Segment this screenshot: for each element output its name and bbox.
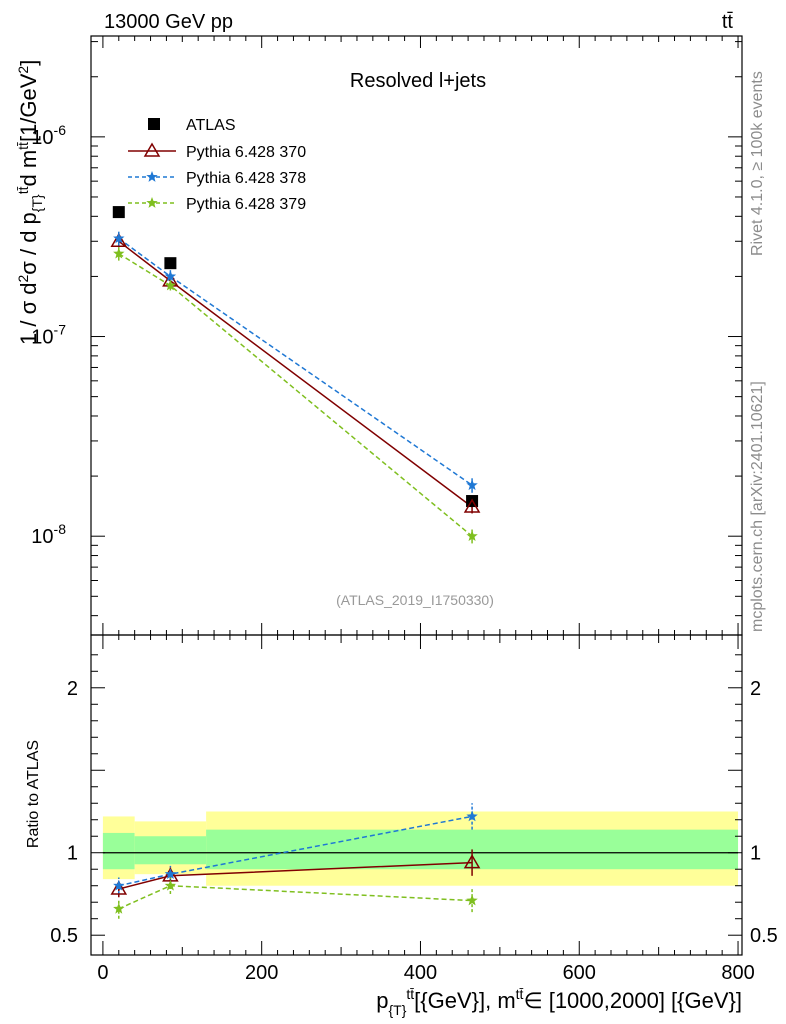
- ratio-y-tick-label-right: 1: [750, 843, 761, 865]
- ratio-point-pythia_379: [164, 879, 177, 891]
- ratio-point-pythia_378: [164, 868, 177, 879]
- ratio-line-pythia_379: [118, 884, 473, 910]
- ratio-point-pythia_370: [110, 880, 128, 895]
- ratio-point-pythia_378: [466, 810, 478, 822]
- main-point-data: [112, 206, 125, 219]
- main-line-pythia_379: [118, 253, 473, 537]
- ratio-point-pythia_370: [463, 854, 481, 869]
- main-point-pythia_378: [164, 270, 177, 282]
- rivet-version-label: Rivet 4.1.0, ≥ 100k events: [749, 71, 766, 256]
- main-y-axis-title: 1 / σ d2σ / d p{T}tt̄d mtt̄[1/GeV2]: [15, 60, 45, 345]
- main-point-pythia_378: [113, 232, 125, 244]
- main-point-pythia_379: [113, 247, 125, 259]
- ratio-y-tick-label-right: 2: [750, 678, 761, 700]
- legend-marker-pythia-378: [146, 171, 158, 182]
- ratio-plot-frame: [90, 634, 743, 956]
- main-point-pythia_370: [110, 232, 128, 248]
- x-tick-label: 400: [404, 962, 437, 984]
- legend-marker-pythia-370: [143, 142, 161, 157]
- energy-label: 13000 GeV pp: [104, 11, 233, 33]
- legend: ATLAS Pythia 6.428 370 Pythia 6.428 378 …: [128, 117, 306, 213]
- main-point-pythia_379: [466, 530, 478, 541]
- x-tick-label: 800: [721, 962, 754, 984]
- x-tick-label: 0: [97, 962, 108, 984]
- ratio-y-tick-label-right: 0.5: [750, 925, 778, 947]
- legend-label-pythia-370: Pythia 6.428 370: [186, 144, 306, 161]
- ratio-y-axis-title: Ratio to ATLAS: [25, 740, 42, 848]
- ratio-band-inner: [102, 832, 135, 870]
- legend-label-pythia-378: Pythia 6.428 378: [186, 170, 306, 187]
- main-point-pythia_370: [463, 498, 481, 513]
- main-point-pythia_379: [164, 279, 177, 291]
- main-panel: 10-8 10-7 10-6: [31, 35, 743, 636]
- legend-marker-pythia-379: [146, 197, 158, 208]
- process-label: tt̄: [722, 11, 734, 33]
- main-line-pythia_370: [118, 240, 473, 508]
- ratio-point-pythia_379: [113, 902, 125, 914]
- x-tick-label: 600: [563, 962, 596, 984]
- main-y-tick-label: 10-8: [31, 521, 66, 548]
- legend-marker-atlas: [148, 118, 160, 130]
- main-point-data: [164, 257, 177, 270]
- ratio-point-pythia_378: [113, 879, 125, 891]
- ratio-band-inner: [134, 836, 207, 865]
- legend-label-atlas: ATLAS: [186, 117, 236, 134]
- x-tick-label: 200: [245, 962, 278, 984]
- analysis-id: (ATLAS_2019_I1750330): [336, 592, 494, 608]
- x-axis-title: p{T}tt̄[{GeV}], mtt̄∈ [1000,2000] [{GeV}…: [376, 986, 742, 1018]
- ratio-y-tick-label-left: 1: [67, 843, 78, 865]
- legend-label-pythia-379: Pythia 6.428 379: [186, 196, 306, 213]
- ratio-y-tick-label-left: 2: [67, 678, 78, 700]
- main-y-tick-label: 10-6: [31, 122, 66, 149]
- ratio-point-pythia_379: [466, 894, 478, 906]
- main-y-tick-label: 10-7: [31, 322, 66, 349]
- ratio-y-tick-label-left: 0.5: [50, 925, 78, 947]
- ratio-panel: 0.5 0.5 1 1 2 2 0 200 400 600 800: [50, 634, 778, 984]
- main-point-pythia_378: [466, 479, 478, 491]
- plot-title: Resolved l+jets: [350, 70, 486, 92]
- mcplots-source-label: mcplots.cern.ch [arXiv:2401.10621]: [749, 381, 766, 632]
